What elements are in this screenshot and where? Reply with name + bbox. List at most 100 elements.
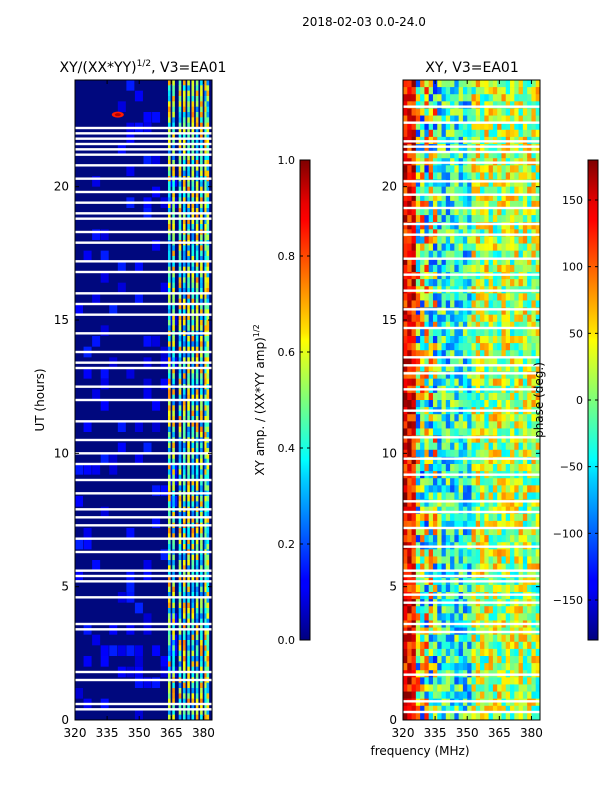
heatmap-cell bbox=[182, 618, 186, 625]
heatmap-cell bbox=[510, 634, 515, 643]
heatmap-cell bbox=[535, 648, 541, 657]
heatmap-cell bbox=[471, 428, 477, 436]
heatmap-cell bbox=[462, 421, 468, 429]
heatmap-cell bbox=[522, 236, 528, 244]
y-tick-label: 10 bbox=[382, 446, 397, 460]
heatmap-cell bbox=[172, 389, 175, 395]
heatmap-cell bbox=[488, 563, 494, 571]
heatmap-cell bbox=[535, 350, 541, 358]
heatmap-cell bbox=[187, 298, 190, 305]
heatmap-cell bbox=[415, 570, 421, 579]
heatmap-cell bbox=[420, 229, 425, 237]
heatmap-cell bbox=[471, 414, 477, 422]
heatmap-cell bbox=[187, 325, 190, 331]
heatmap-cell bbox=[497, 641, 502, 650]
heatmap-cell bbox=[458, 677, 464, 685]
heatmap-cell bbox=[200, 469, 203, 475]
heatmap-cell bbox=[492, 570, 498, 579]
heatmap-cell bbox=[206, 128, 210, 134]
heatmap-cell bbox=[471, 222, 477, 230]
heatmap-cell bbox=[167, 208, 171, 214]
flagged-row bbox=[403, 233, 540, 236]
heatmap-cell bbox=[535, 279, 541, 287]
heatmap-cell bbox=[471, 656, 477, 664]
heatmap-cell bbox=[522, 222, 528, 230]
heatmap-cell bbox=[187, 234, 190, 241]
heatmap-cell bbox=[531, 691, 537, 699]
heatmap-cell bbox=[471, 506, 477, 515]
heatmap-cell bbox=[403, 499, 408, 507]
heatmap-cell bbox=[172, 554, 175, 561]
heatmap-cell bbox=[182, 122, 186, 129]
y-tick-label: 15 bbox=[382, 313, 397, 327]
heatmap-cell bbox=[488, 300, 494, 308]
heatmap-cell bbox=[480, 179, 485, 187]
heatmap-cell bbox=[178, 650, 182, 657]
heatmap-cell bbox=[471, 464, 477, 472]
heatmap-cell bbox=[424, 492, 429, 500]
heatmap-cell bbox=[535, 151, 541, 159]
heatmap-cell bbox=[445, 400, 451, 408]
heatmap-cell bbox=[484, 584, 489, 593]
heatmap-cell bbox=[415, 435, 421, 443]
heatmap-cell bbox=[454, 513, 459, 522]
heatmap-cell bbox=[488, 172, 494, 180]
heatmap-cell bbox=[420, 442, 425, 451]
heatmap-cell bbox=[204, 357, 207, 363]
heatmap-cell bbox=[441, 229, 447, 237]
heatmap-cell bbox=[407, 243, 412, 251]
flagged-row bbox=[403, 630, 540, 634]
heatmap-cell bbox=[172, 320, 175, 326]
heatmap-cell bbox=[152, 517, 161, 528]
heatmap-cell bbox=[415, 215, 421, 223]
heatmap-cell bbox=[167, 656, 171, 662]
heatmap-cell bbox=[480, 478, 485, 486]
heatmap-cell bbox=[178, 309, 182, 315]
heatmap-cell bbox=[195, 309, 199, 315]
heatmap-cell bbox=[522, 243, 528, 251]
heatmap-cell bbox=[505, 357, 511, 365]
heatmap-cell bbox=[424, 442, 429, 451]
heatmap-cell bbox=[411, 87, 417, 95]
heatmap-cell bbox=[514, 236, 519, 244]
heatmap-cell bbox=[206, 517, 210, 523]
heatmap-cell bbox=[172, 682, 175, 689]
heatmap-cell bbox=[488, 94, 494, 102]
heatmap-cell bbox=[484, 464, 489, 472]
heatmap-cell bbox=[424, 506, 429, 515]
heatmap-cell bbox=[428, 193, 434, 202]
heatmap-cell bbox=[505, 336, 511, 344]
heatmap-cell bbox=[415, 549, 421, 557]
heatmap-cell bbox=[510, 705, 515, 714]
heatmap-cell bbox=[505, 222, 511, 230]
heatmap-cell bbox=[167, 613, 171, 619]
heatmap-cell bbox=[424, 535, 429, 543]
heatmap-cell bbox=[514, 656, 519, 664]
heatmap-cell bbox=[527, 513, 532, 522]
heatmap-cell bbox=[522, 677, 528, 685]
heatmap-cell bbox=[415, 535, 421, 543]
heatmap-cell bbox=[178, 405, 182, 411]
heatmap-cell bbox=[187, 336, 190, 342]
heatmap-cell bbox=[492, 428, 498, 436]
heatmap-cell bbox=[204, 698, 207, 705]
heatmap-cell bbox=[182, 309, 186, 315]
heatmap-cell bbox=[424, 87, 429, 95]
heatmap-cell bbox=[458, 705, 464, 714]
heatmap-cell bbox=[441, 663, 447, 671]
heatmap-cell bbox=[206, 144, 210, 150]
heatmap-cell bbox=[178, 352, 182, 358]
heatmap-cell bbox=[172, 181, 175, 187]
heatmap-cell bbox=[514, 485, 519, 493]
heatmap-cell bbox=[403, 115, 408, 123]
heatmap-cell bbox=[522, 684, 528, 692]
heatmap-cell bbox=[182, 533, 186, 539]
heatmap-cell bbox=[420, 485, 425, 493]
heatmap-cell bbox=[535, 677, 541, 685]
heatmap-cell bbox=[204, 128, 207, 134]
heatmap-cell bbox=[488, 357, 494, 365]
heatmap-cell bbox=[488, 186, 494, 195]
